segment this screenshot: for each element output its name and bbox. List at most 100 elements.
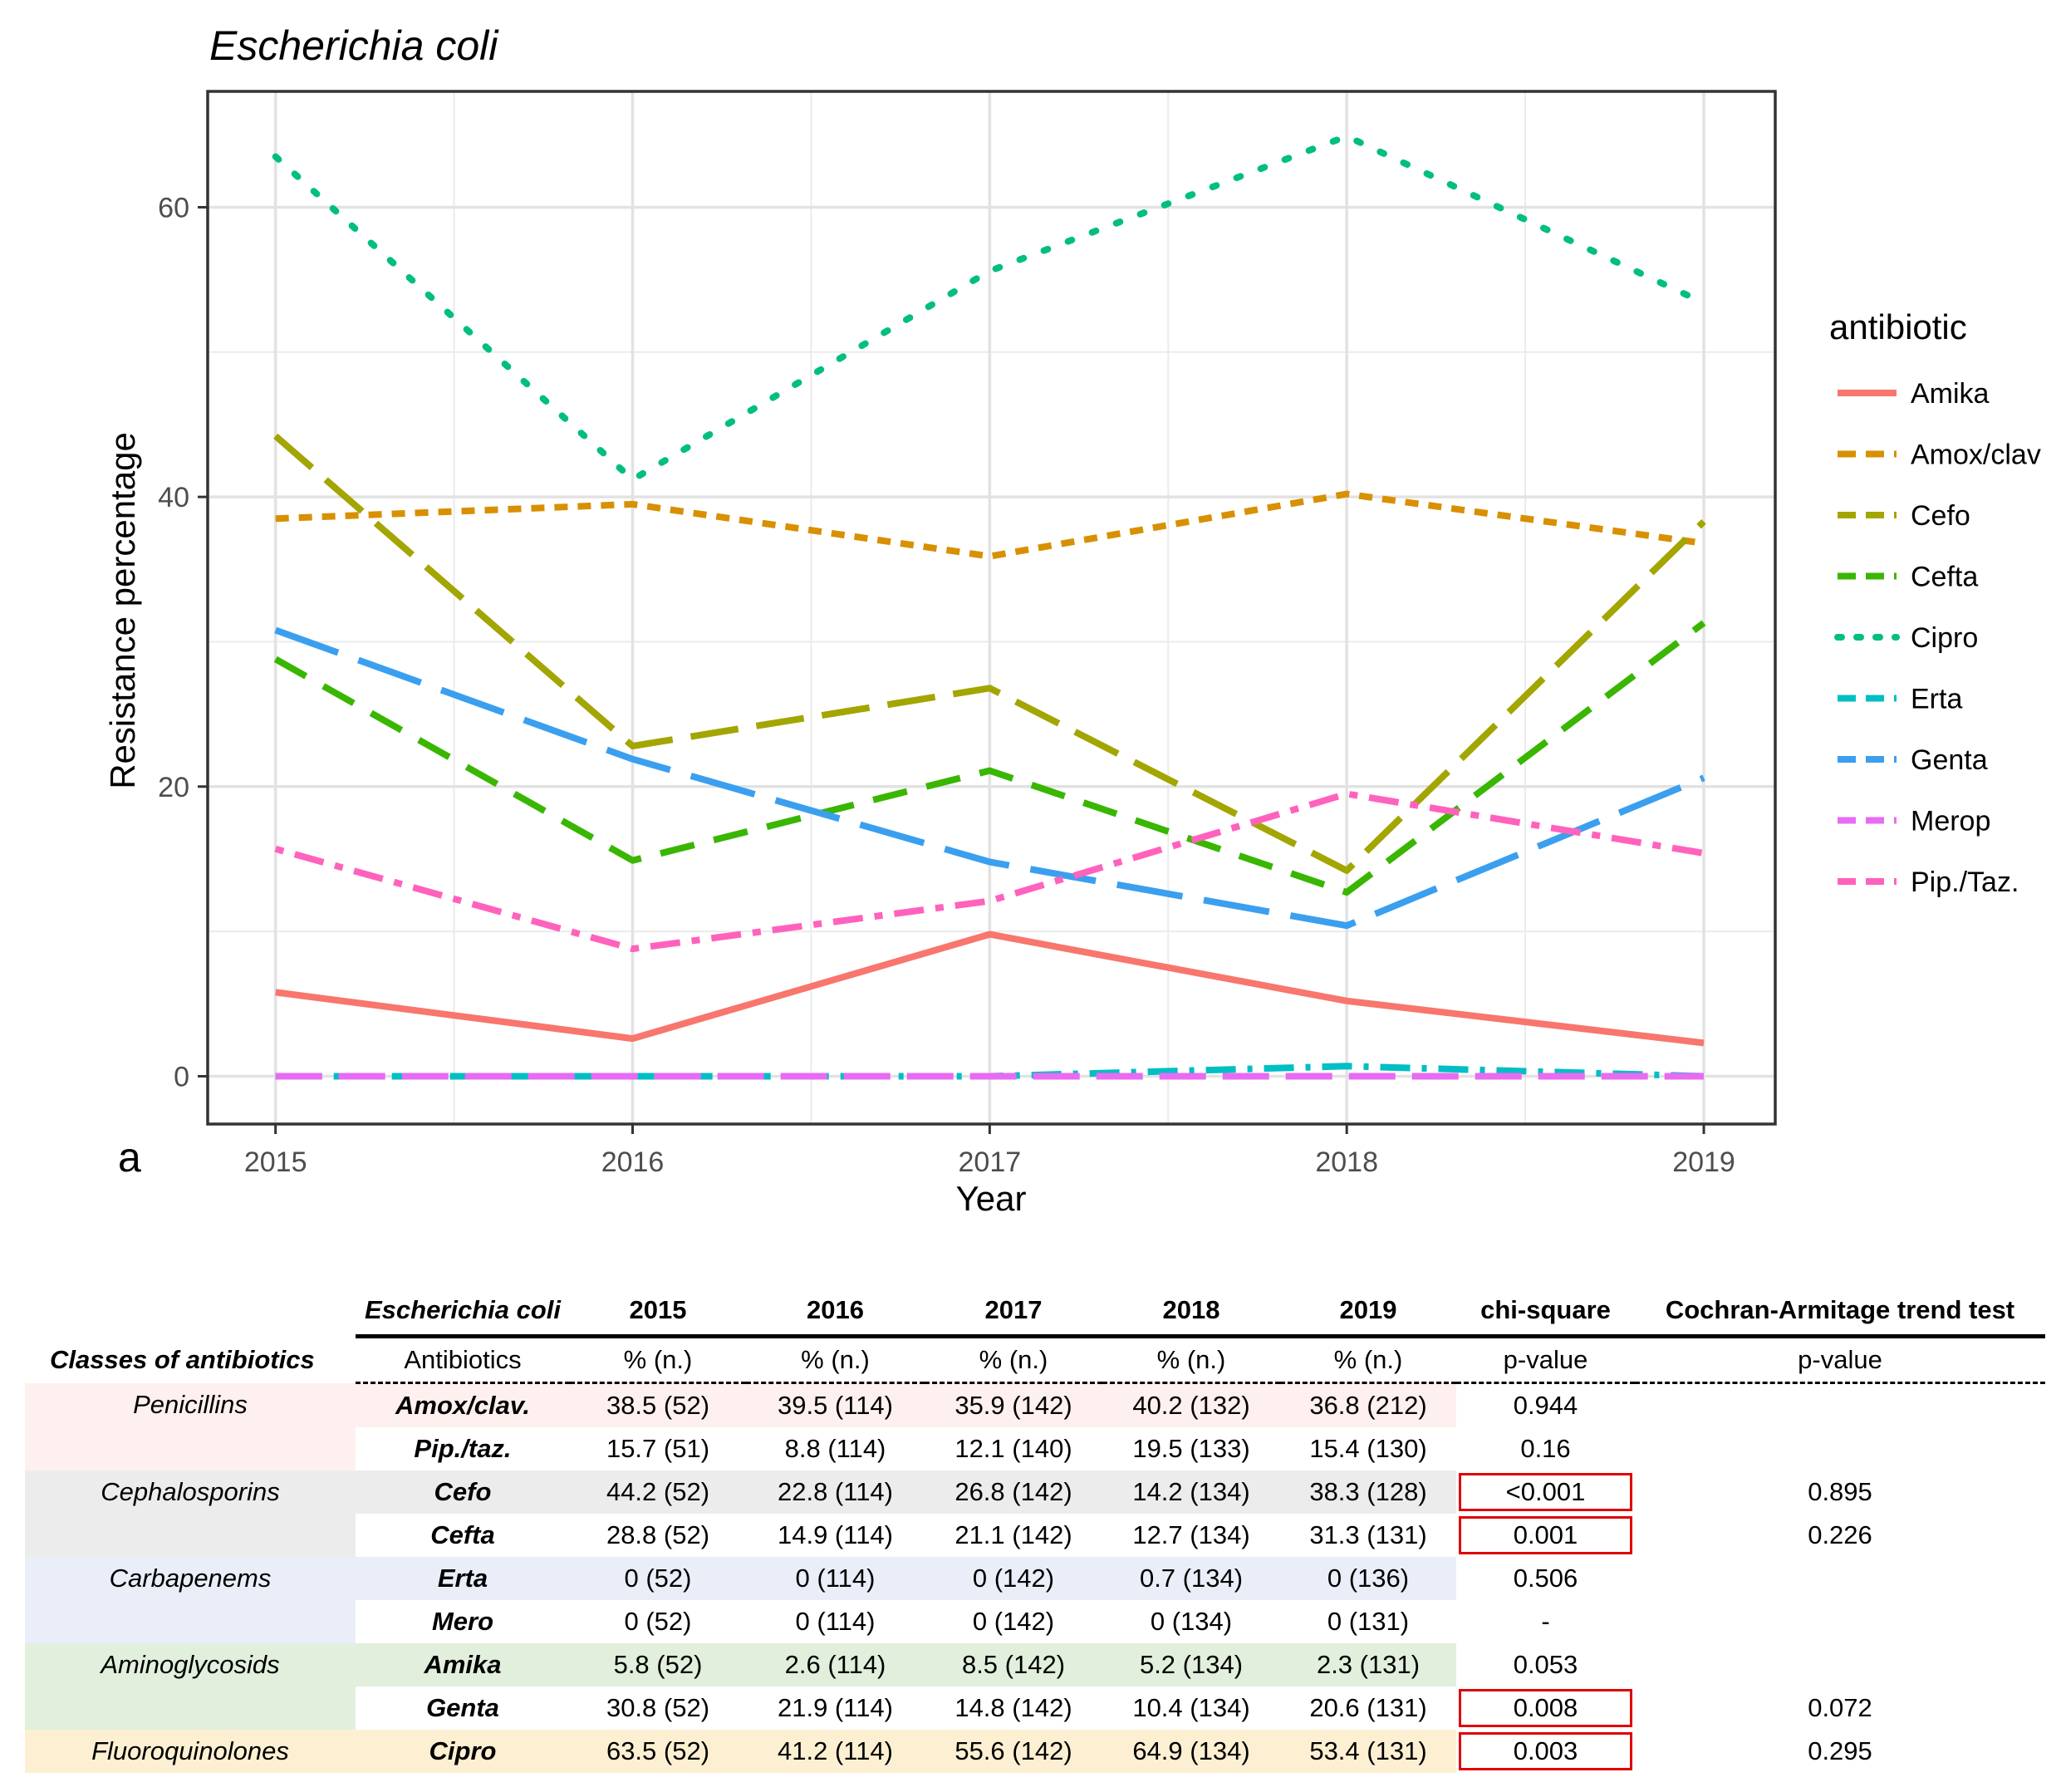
resistance-value-cell: 14.2 (134) (1102, 1470, 1280, 1514)
y-axis-title: Resistance percentage (103, 432, 142, 789)
table-row: Aminoglycosids Amika 5.8 (52) 2.6 (114) 8.5 … (25, 1643, 2045, 1686)
antibiotic-name-cell: Cefta (356, 1514, 570, 1557)
table-header-row-2: Classes of antibiotics Antibiotics % (n.… (25, 1336, 2045, 1384)
table-row: Pip./taz. 15.7 (51) 8.8 (114) 12.1 (140) 19.… (25, 1427, 2045, 1470)
x-tick-label: 2018 (1315, 1146, 1378, 1178)
resistance-value-cell: 22.8 (114) (746, 1470, 925, 1514)
series-line-cefo (273, 433, 1706, 874)
antibiotic-class-cell: Aminoglycosids (25, 1643, 356, 1686)
antibiotics-header: Antibiotics (356, 1336, 570, 1384)
chi-square-pvalue-cell: 0.053 (1513, 1650, 1578, 1679)
y-tick-label: 40 (158, 482, 189, 513)
series-line-genta (274, 626, 1705, 930)
resistance-value-cell: 36.8 (212) (1280, 1382, 1456, 1427)
table-header-row-1: Escherichia coli 2015 2016 2017 2018 201… (25, 1286, 2045, 1338)
antibiotic-name-cell: Cipro (356, 1730, 570, 1773)
resistance-value-cell: 64.9 (134) (1102, 1730, 1280, 1773)
series-line-cefta (273, 620, 1706, 896)
legend-entry-label: Cefo (1911, 500, 1970, 532)
resistance-value-cell: 26.8 (142) (925, 1470, 1102, 1514)
antibiotic-class-cell: Cephalosporins (25, 1470, 356, 1514)
unit-header-2018: % (n.) (1102, 1336, 1280, 1384)
x-tick-label: 2019 (1672, 1146, 1735, 1178)
table-row: Genta 30.8 (52) 21.9 (114) 14.8 (142) 10.4 (… (25, 1686, 2045, 1730)
resistance-value-cell: 0 (134) (1102, 1600, 1280, 1643)
legend-entry-label: Erta (1911, 684, 1962, 715)
resistance-value-cell: 0 (142) (925, 1600, 1102, 1643)
resistance-value-cell: 0 (136) (1280, 1557, 1456, 1600)
antibiotic-name-cell: Genta (356, 1686, 570, 1730)
year-header-2018: 2018 (1102, 1286, 1280, 1338)
unit-header-2019: % (n.) (1280, 1336, 1456, 1384)
table-row: Penicillins Amox/clav. 38.5 (52) 39.5 (114)… (25, 1382, 2045, 1428)
antibiotic-name-cell: Amox/clav. (356, 1382, 570, 1427)
chi-square-pvalue-cell: 0.16 (1520, 1434, 1571, 1463)
table-row: Carbapenems Erta 0 (52) 0 (114) 0 (142) 0.7 (… (25, 1557, 2045, 1600)
chi-square-pvalue-cell: 0.506 (1513, 1564, 1578, 1593)
chi-pvalue-header: p-value (1456, 1336, 1635, 1384)
resistance-value-cell: 14.9 (114) (746, 1514, 925, 1557)
table-row: Cefta 28.8 (52) 14.9 (114) 21.1 (142) 12.7 (… (25, 1514, 2045, 1557)
resistance-value-cell: 38.3 (128) (1280, 1470, 1456, 1514)
series-line-pip-taz (274, 790, 1705, 953)
resistance-value-cell: 21.1 (142) (925, 1514, 1102, 1557)
legend-entry-label: Cipro (1911, 622, 1978, 654)
legend: antibiotic Amika Amox/clav Cefo Cefta Cipro E… (1829, 307, 2041, 898)
antibiotic-class-cell (25, 1514, 356, 1557)
y-tick-label: 0 (174, 1061, 189, 1092)
resistance-value-cell: 21.9 (114) (746, 1686, 925, 1730)
resistance-table: Escherichia coli 2015 2016 2017 2018 201… (25, 1286, 2045, 1773)
y-tick-label: 60 (158, 192, 189, 223)
resistance-value-cell: 0 (131) (1280, 1600, 1456, 1643)
year-header-2017: 2017 (925, 1286, 1102, 1338)
legend-title: antibiotic (1829, 307, 1967, 346)
trend-pvalue-cell (1635, 1643, 2045, 1686)
legend-entry-label: Amox/clav (1911, 439, 2041, 471)
trend-test-header: Cochran-Armitage trend test (1635, 1286, 2045, 1338)
antibiotic-name-cell: Cefo (356, 1470, 570, 1514)
x-tick-label: 2017 (959, 1146, 1022, 1178)
resistance-value-cell: 44.2 (52) (570, 1470, 746, 1514)
chi-square-pvalue-cell: 0.001 (1456, 1514, 1635, 1557)
plot-panel-border (206, 90, 1777, 1126)
resistance-value-cell: 15.4 (130) (1280, 1427, 1456, 1470)
trend-pvalue-cell: 0.072 (1808, 1693, 1872, 1722)
legend-entry-label: Cefta (1911, 562, 1978, 593)
resistance-value-cell: 39.5 (114) (746, 1382, 925, 1427)
legend-entry-label: Pip./Taz. (1911, 867, 2019, 898)
resistance-value-cell: 14.8 (142) (925, 1686, 1102, 1730)
antibiotic-class-cell (25, 1427, 356, 1470)
trend-pvalue-header: p-value (1635, 1336, 2045, 1384)
legend-entry-label: Amika (1911, 378, 1990, 410)
resistance-value-cell: 10.4 (134) (1102, 1686, 1280, 1730)
chi-square-pvalue-cell: 0.003 (1456, 1730, 1635, 1773)
resistance-value-cell: 5.2 (134) (1102, 1643, 1280, 1686)
resistance-value-cell: 8.5 (142) (925, 1643, 1102, 1686)
resistance-value-cell: 19.5 (133) (1102, 1427, 1280, 1470)
resistance-value-cell: 2.3 (131) (1280, 1643, 1456, 1686)
resistance-value-cell: 0 (52) (570, 1557, 746, 1600)
trend-pvalue-cell (1635, 1383, 2045, 1428)
classes-header: Classes of antibiotics (50, 1344, 315, 1374)
chart-title: Escherichia coli (209, 22, 499, 69)
trend-pvalue-cell: 0.226 (1808, 1520, 1872, 1549)
antibiotic-name-cell: Erta (356, 1557, 570, 1600)
x-axis-title: Year (956, 1179, 1027, 1218)
resistance-value-cell: 31.3 (131) (1280, 1514, 1456, 1557)
resistance-value-cell: 0 (114) (746, 1600, 925, 1643)
resistance-value-cell: 15.7 (51) (570, 1427, 746, 1470)
panel-label: a (118, 1134, 141, 1181)
chi-square-header: chi-square (1456, 1286, 1635, 1338)
antibiotic-name-cell: Amika (356, 1643, 570, 1686)
antibiotic-class-cell: Fluoroquinolones (25, 1730, 356, 1773)
antibiotic-class-cell: Carbapenems (25, 1557, 356, 1600)
y-tick-label: 20 (158, 772, 189, 803)
trend-pvalue-cell: 0.895 (1808, 1477, 1872, 1506)
year-header-2015: 2015 (570, 1286, 746, 1338)
trend-pvalue-cell (1635, 1557, 2045, 1600)
resistance-value-cell: 63.5 (52) (570, 1730, 746, 1773)
resistance-value-cell: 5.8 (52) (570, 1643, 746, 1686)
antibiotic-class-cell (25, 1686, 356, 1730)
species-header: Escherichia coli (356, 1286, 570, 1338)
series-line-amox-clav (275, 490, 1705, 560)
